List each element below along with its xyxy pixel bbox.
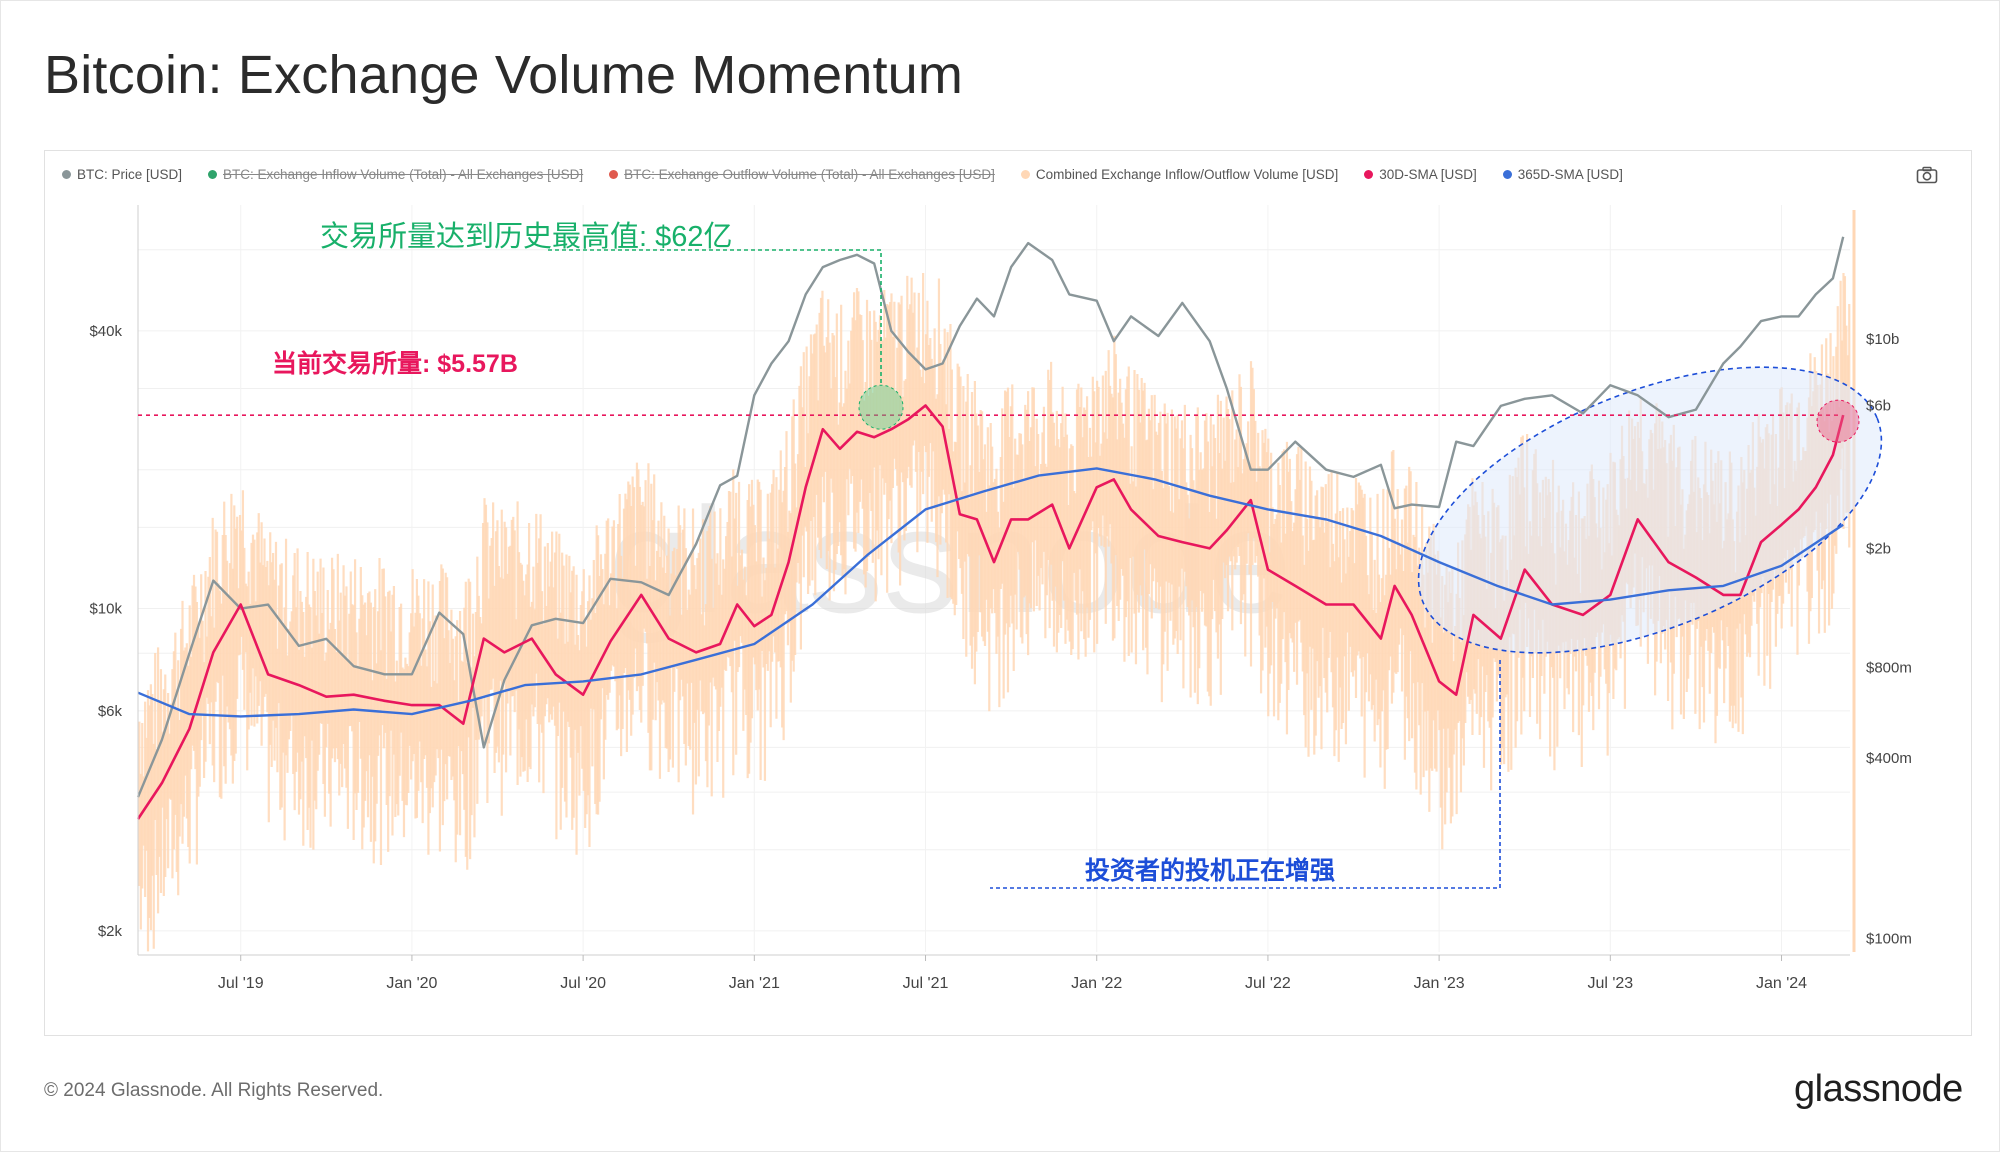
x-tick-label: Jan '23 [1414, 975, 1465, 992]
camera-icon[interactable] [1916, 166, 1938, 184]
legend-item-inflow[interactable]: BTC: Exchange Inflow Volume (Total) - Al… [208, 167, 583, 182]
sma365-line [137, 467, 1844, 718]
y-left-tick-label: $2k [98, 923, 123, 940]
legend-item-sma30[interactable]: 30D-SMA [USD] [1364, 167, 1477, 182]
page-title: Bitcoin: Exchange Volume Momentum [44, 45, 964, 105]
ath-marker [858, 384, 904, 430]
price-line [136, 236, 1845, 798]
speculation-leader-line [990, 660, 1501, 889]
sma30-line [136, 404, 1845, 820]
legend-dot-icon [62, 169, 71, 179]
y-right-tick-label: $6b [1866, 397, 1891, 414]
legend-item-price[interactable]: BTC: Price [USD] [62, 167, 182, 182]
y-left-tick-label: $10k [89, 601, 122, 618]
x-tick-label: Jul '21 [903, 975, 949, 992]
x-tick-label: Jul '22 [1245, 975, 1291, 992]
legend-item-outflow[interactable]: BTC: Exchange Outflow Volume (Total) - A… [609, 167, 995, 182]
current-volume-label: 当前交易所量: $5.57B [272, 349, 518, 378]
x-tick-label: Jan '22 [1071, 975, 1122, 992]
legend-dot-icon [1364, 169, 1374, 179]
x-tick-label: Jan '20 [386, 975, 437, 992]
y-right-tick-label: $400m [1866, 750, 1912, 767]
series-layer [136, 236, 1845, 820]
chart-legend: BTC: Price [USD] BTC: Exchange Inflow Vo… [62, 164, 1623, 184]
x-tick-label: Jan '21 [729, 975, 780, 992]
annotations: 当前交易所量: $5.57B 交易所量达到历史最高值: $62亿投资者的投机正在增… [138, 220, 1860, 889]
legend-dot-icon [1020, 169, 1030, 179]
brand-logo: glassnode [1794, 1068, 1963, 1110]
y-right-tick-label: $800m [1866, 660, 1912, 677]
legend-dot-icon [609, 169, 619, 179]
ath-leader-line [548, 249, 882, 384]
y-left-tick-label: $40k [89, 323, 122, 340]
ath-label: 交易所量达到历史最高值: $62亿 [320, 220, 733, 253]
copyright-footer: © 2024 Glassnode. All Rights Reserved. [44, 1080, 384, 1101]
legend-item-combined-volume[interactable]: Combined Exchange Inflow/Outflow Volume … [1020, 167, 1338, 182]
current-volume-marker [1816, 399, 1860, 443]
x-tick-label: Jul '23 [1587, 975, 1633, 992]
y-right-tick-label: $2b [1866, 540, 1891, 557]
x-tick-label: Jul '20 [560, 975, 606, 992]
legend-dot-icon [208, 169, 218, 179]
y-left-tick-label: $6k [98, 703, 123, 720]
x-tick-label: Jan '24 [1756, 975, 1807, 992]
legend-dot-icon [1502, 169, 1512, 179]
legend-item-sma365[interactable]: 365D-SMA [USD] [1502, 167, 1623, 182]
axes: $2k $6k $10k $40k $100m $400m $800m $2b $6b $10b J… [89, 205, 1912, 992]
speculation-label: 投资者的投机正在增强 [1085, 856, 1335, 885]
y-right-tick-label: $10b [1866, 331, 1899, 348]
x-tick-label: Jul '19 [218, 975, 264, 992]
y-right-tick-label: $100m [1866, 930, 1912, 947]
